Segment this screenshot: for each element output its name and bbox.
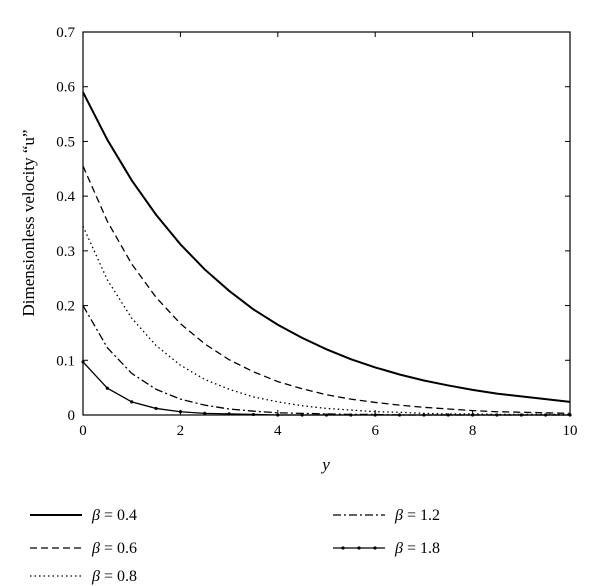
legend-marker xyxy=(357,546,361,550)
y-axis-ticks: 0 0.1 0.2 0.3 0.4 0.5 0.6 0.7 xyxy=(56,25,570,424)
legend-label: β = 0.4 xyxy=(91,507,137,524)
series-point xyxy=(519,413,523,417)
y-tick-label: 0.7 xyxy=(56,25,75,41)
series-point xyxy=(446,413,450,417)
series-point xyxy=(422,413,426,417)
x-tick-label: 8 xyxy=(469,423,477,439)
plot-frame xyxy=(82,31,571,416)
x-tick-label: 0 xyxy=(79,423,87,439)
series-point xyxy=(397,413,402,417)
series-point xyxy=(300,413,304,417)
series-point xyxy=(544,413,548,417)
legend-marker xyxy=(373,546,377,550)
series-point xyxy=(203,411,207,415)
series-layer xyxy=(81,91,572,417)
legend-marker xyxy=(341,546,345,550)
y-tick-label: 0.4 xyxy=(56,189,75,205)
series-point xyxy=(324,413,329,417)
series-point xyxy=(227,412,231,416)
series-point xyxy=(130,400,134,404)
legend-label: β = 0.6 xyxy=(91,540,137,557)
y-axis-title: Dimensionless velocity “u” xyxy=(19,130,38,317)
legend-label: β = 1.2 xyxy=(394,507,440,524)
series-line-4 xyxy=(82,305,570,416)
x-tick-label: 2 xyxy=(177,423,185,439)
series-point xyxy=(251,412,256,417)
x-tick-label: 6 xyxy=(371,423,379,439)
series-point xyxy=(105,386,109,390)
x-tick-label: 4 xyxy=(274,423,282,439)
series-point xyxy=(81,360,85,364)
series-line-3 xyxy=(82,225,570,416)
series-point xyxy=(349,413,353,417)
legend: β = 0.4 β = 0.6 β = 0.8 β = 1.2 β = 1.8 xyxy=(30,507,440,585)
x-axis-title: y xyxy=(320,455,330,474)
y-tick-label: 0.6 xyxy=(56,80,75,96)
x-axis-ticks: 0 2 4 6 8 10 xyxy=(79,32,578,439)
legend-label: β = 0.8 xyxy=(91,568,137,585)
y-tick-label: 0 xyxy=(68,408,76,424)
y-tick-label: 0.5 xyxy=(56,134,75,150)
series-line-2 xyxy=(82,165,571,415)
legend-label: β = 1.8 xyxy=(394,540,440,557)
series-point xyxy=(154,406,158,411)
series-point xyxy=(495,413,499,417)
y-tick-label: 0.2 xyxy=(56,299,75,315)
y-tick-label: 0.1 xyxy=(56,353,75,369)
y-tick-label: 0.3 xyxy=(56,244,75,260)
series-line-1 xyxy=(82,91,571,403)
x-tick-label: 10 xyxy=(563,423,578,439)
